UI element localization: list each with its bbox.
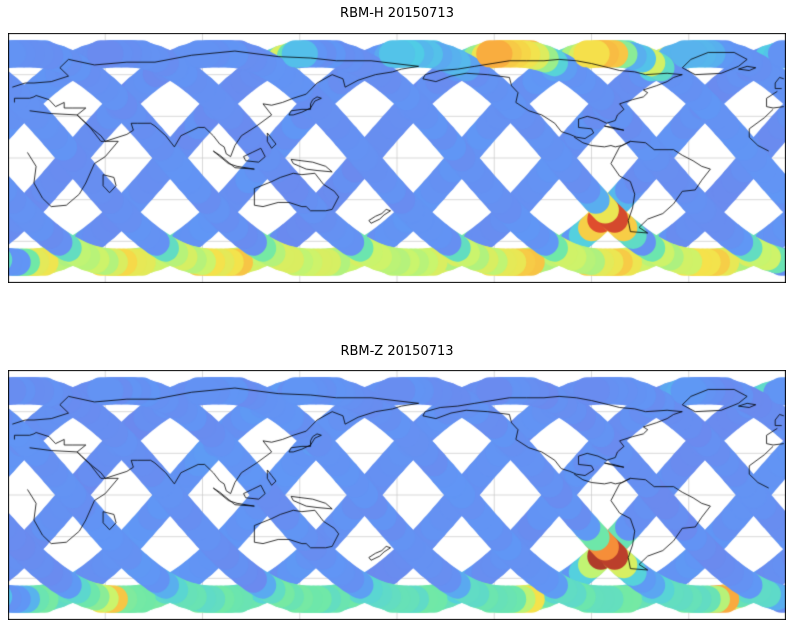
chart-title-rbm-h: RBM-H 20150713 [340,6,454,21]
map-canvas-rbm-h [8,33,786,283]
chart-title-rbm-z: RBM-Z 20150713 [340,344,454,359]
map-canvas-rbm-z [8,370,786,620]
